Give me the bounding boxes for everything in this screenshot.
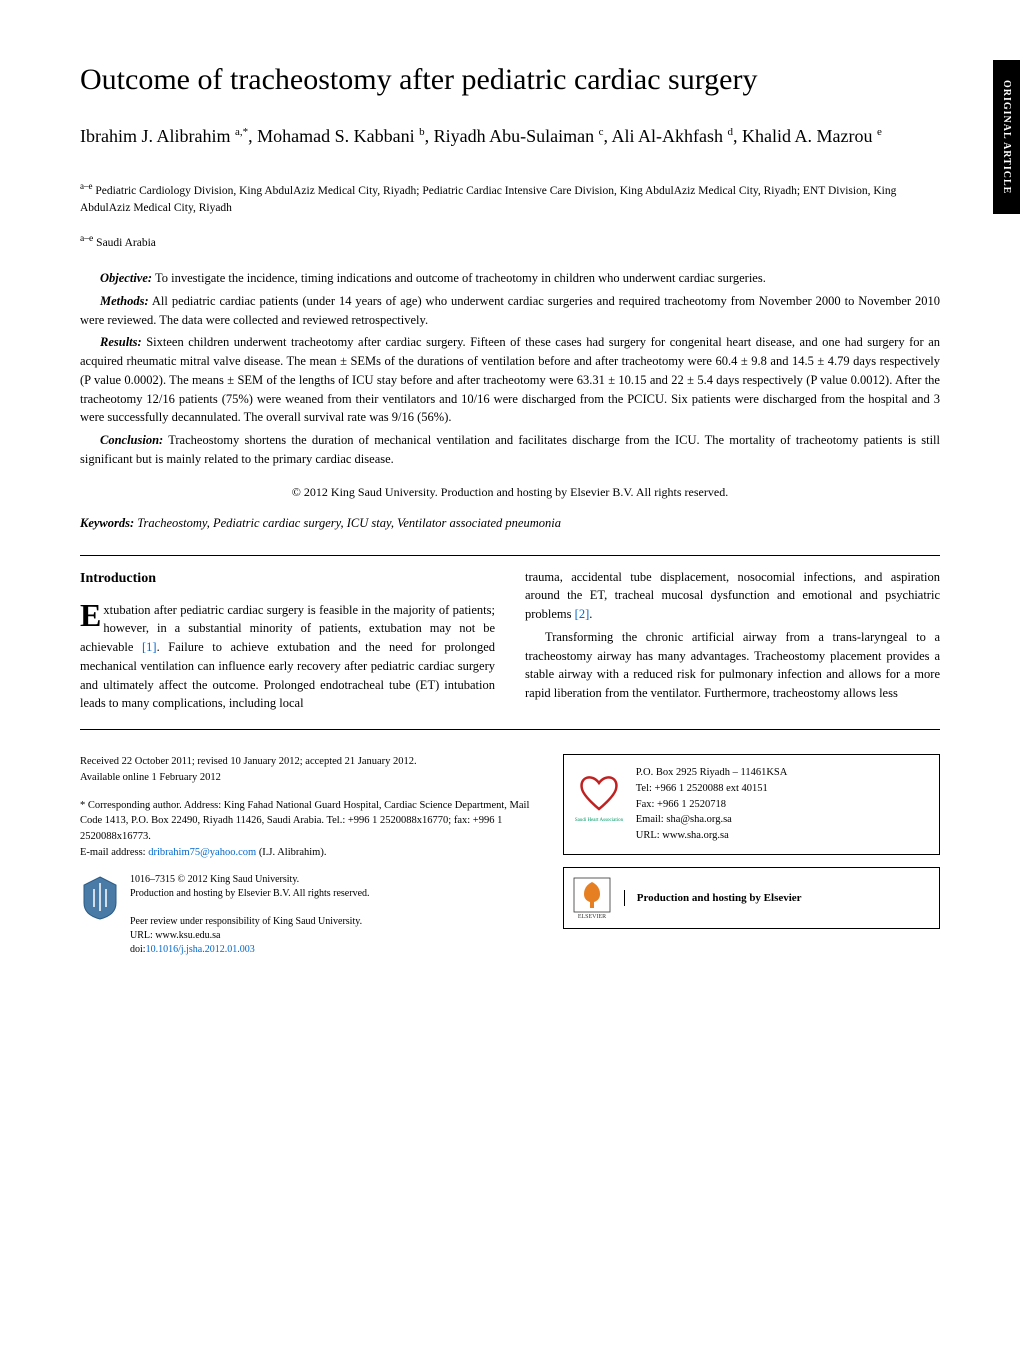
objective-text: To investigate the incidence, timing ind… xyxy=(155,271,766,285)
intro-heading: Introduction xyxy=(80,568,495,589)
doi-link[interactable]: 10.1016/j.jsha.2012.01.003 xyxy=(146,944,255,955)
sha-box: Saudi Heart Association P.O. Box 2925 Ri… xyxy=(563,754,940,855)
conclusion-text: Tracheostomy shortens the duration of me… xyxy=(80,433,940,466)
methods-text: All pediatric cardiac patients (under 14… xyxy=(80,294,940,327)
svg-text:ELSEVIER: ELSEVIER xyxy=(578,914,606,920)
svg-text:Saudi Heart Association: Saudi Heart Association xyxy=(575,818,624,823)
intro-p2: trauma, accidental tube displacement, no… xyxy=(525,568,940,624)
footer-left: Received 22 October 2011; revised 10 Jan… xyxy=(80,754,533,957)
author-sup: e xyxy=(877,126,882,138)
country-sup: a–e xyxy=(80,233,93,244)
side-tab: ORIGINAL ARTICLE xyxy=(993,60,1020,214)
ksu-logo-icon xyxy=(80,873,120,921)
authors-line: Ibrahim J. Alibrahim a,*, Mohamad S. Kab… xyxy=(80,123,940,150)
sha-heart-icon: Saudi Heart Association xyxy=(574,765,624,825)
ref-2-link[interactable]: [2] xyxy=(575,607,590,621)
sha-line2: Tel: +966 1 2520088 ext 40151 xyxy=(636,781,788,797)
country-text: Saudi Arabia xyxy=(96,237,156,249)
keywords: Keywords: Tracheostomy, Pediatric cardia… xyxy=(80,516,940,531)
corresponding-author: * Corresponding author. Address: King Fa… xyxy=(80,798,533,861)
elsevier-box: ELSEVIER Production and hosting by Elsev… xyxy=(563,867,940,929)
author-name: , Khalid A. Mazrou xyxy=(733,126,877,146)
keywords-text: Tracheostomy, Pediatric cardiac surgery,… xyxy=(137,516,561,530)
left-column: Introduction Extubation after pediatric … xyxy=(80,568,495,718)
author-sup: a,* xyxy=(235,126,248,138)
ref-1-link[interactable]: [1] xyxy=(142,640,157,654)
results-label: Results: xyxy=(100,335,142,349)
keywords-label: Keywords: xyxy=(80,516,134,530)
country: a–e Saudi Arabia xyxy=(80,233,940,249)
abstract: Objective: To investigate the incidence,… xyxy=(80,269,940,469)
objective-label: Objective: xyxy=(100,271,152,285)
copyright-line: © 2012 King Saud University. Production … xyxy=(80,485,940,500)
affiliations: a–e Pediatric Cardiology Division, King … xyxy=(80,180,940,217)
results-text: Sixteen children underwent tracheotomy a… xyxy=(80,335,940,424)
sha-line3: Fax: +966 1 2520718 xyxy=(636,797,788,813)
author-name: Ibrahim J. Alibrahim xyxy=(80,126,235,146)
author-name: , Mohamad S. Kabbani xyxy=(248,126,419,146)
sha-line1: P.O. Box 2925 Riyadh – 11461KSA xyxy=(636,765,788,781)
intro-p3: Transforming the chronic artificial airw… xyxy=(525,628,940,703)
email-link[interactable]: dribrahim75@yahoo.com xyxy=(148,847,256,858)
received-dates: Received 22 October 2011; revised 10 Jan… xyxy=(80,754,533,786)
author-name: , Riyadh Abu-Sulaiman xyxy=(425,126,599,146)
affiliations-sup: a–e xyxy=(80,181,93,191)
publisher-block: 1016–7315 © 2012 King Saud University. P… xyxy=(80,873,533,957)
methods-label: Methods: xyxy=(100,294,149,308)
elsevier-text: Production and hosting by Elsevier xyxy=(624,890,931,907)
body-columns: Introduction Extubation after pediatric … xyxy=(80,568,940,718)
article-title: Outcome of tracheostomy after pediatric … xyxy=(80,60,940,99)
intro-p1: Extubation after pediatric cardiac surge… xyxy=(80,601,495,714)
divider xyxy=(80,555,940,556)
sha-line4: Email: sha@sha.org.sa xyxy=(636,812,788,828)
footer-divider xyxy=(80,729,940,730)
elsevier-tree-icon: ELSEVIER xyxy=(572,876,612,920)
sha-line5: URL: www.sha.org.sa xyxy=(636,828,788,844)
right-column: trauma, accidental tube displacement, no… xyxy=(525,568,940,718)
conclusion-label: Conclusion: xyxy=(100,433,163,447)
footer: Received 22 October 2011; revised 10 Jan… xyxy=(80,754,940,957)
affiliations-text: Pediatric Cardiology Division, King Abdu… xyxy=(80,185,896,214)
footer-right: Saudi Heart Association P.O. Box 2925 Ri… xyxy=(563,754,940,929)
author-name: , Ali Al-Akhfash xyxy=(604,126,728,146)
